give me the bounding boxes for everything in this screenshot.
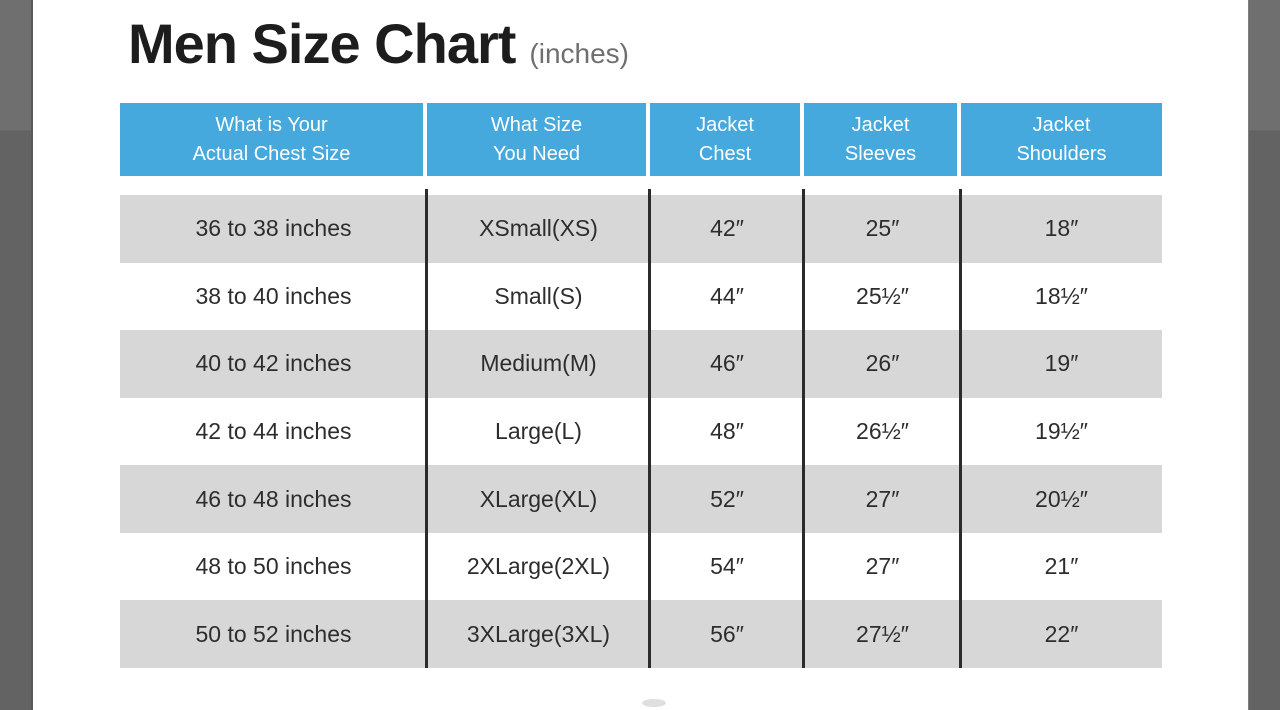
header-cell-size-you-need: What Size You Need (427, 103, 650, 176)
table-cell: Medium(M) (480, 350, 597, 377)
bottom-edge-artifact (642, 699, 666, 707)
table-cell: 25″ (865, 215, 900, 242)
header-label-line: What is Your (215, 113, 328, 136)
header-label-line: Jacket (851, 113, 910, 136)
column-divider (802, 189, 805, 668)
header-label-line: Chest (698, 142, 752, 165)
column-divider (648, 189, 651, 668)
table-cell: 27″ (865, 485, 900, 512)
header-cell-jacket-sleeves: Jacket Sleeves (804, 103, 961, 176)
table-cell: XSmall(XS) (479, 215, 598, 242)
table-cell: 36 to 38 inches (195, 215, 352, 242)
right-letterbox-bar (1248, 0, 1280, 710)
header-label-line: Sleeves (844, 142, 917, 165)
header-cell-jacket-chest: Jacket Chest (650, 103, 804, 176)
table-row: 42 to 44 inches Large(L) 48″ 26½″ 19½″ (120, 398, 1162, 466)
header-label-line: Jacket (1032, 113, 1091, 136)
table-cell: 27″ (865, 553, 900, 580)
header-label-line: Jacket (696, 113, 754, 136)
table-row: 48 to 50 inches 2XLarge(2XL) 54″ 27″ 21″ (120, 533, 1162, 601)
table-cell: 46 to 48 inches (195, 485, 352, 512)
table-cell: 18½″ (1035, 282, 1088, 309)
page-title-text: Men Size Chart (128, 12, 516, 75)
left-letterbox-bar (0, 0, 33, 710)
table-cell: 18″ (1044, 215, 1079, 242)
table-cell: 19″ (1044, 350, 1079, 377)
table-cell: 42 to 44 inches (195, 418, 352, 445)
table-cell: 26″ (865, 350, 900, 377)
table-cell: 46″ (710, 350, 744, 377)
table-cell: 19½″ (1035, 418, 1088, 445)
table-cell: 38 to 40 inches (195, 282, 352, 309)
table-cell: 27½″ (856, 620, 909, 647)
table-cell: 48 to 50 inches (195, 553, 352, 580)
table-cell: 56″ (710, 620, 744, 647)
column-divider (959, 189, 962, 668)
table-cell: Small(S) (494, 282, 583, 309)
header-cell-chest-size: What is Your Actual Chest Size (120, 103, 427, 176)
table-cell: XLarge(XL) (479, 485, 598, 512)
table-cell: 3XLarge(3XL) (466, 620, 611, 647)
header-label-line: What Size (490, 113, 583, 136)
table-cell: 22″ (1044, 620, 1079, 647)
table-cell: 21″ (1044, 553, 1079, 580)
header-label-line: Shoulders (1016, 142, 1107, 165)
header-cell-jacket-shoulders: Jacket Shoulders (961, 103, 1162, 176)
table-cell: 2XLarge(2XL) (466, 553, 611, 580)
header-label-line: Actual Chest Size (192, 142, 351, 165)
table-row: 50 to 52 inches 3XLarge(3XL) 56″ 27½″ 22″ (120, 600, 1162, 669)
table-row: 38 to 40 inches Small(S) 44″ 25½″ 18½″ (120, 263, 1162, 331)
table-cell: 48″ (710, 418, 744, 445)
table-row: 46 to 48 inches XLarge(XL) 52″ 27″ 20½″ (120, 465, 1162, 533)
table-cell: 42″ (710, 215, 744, 242)
table-cell: 44″ (710, 282, 744, 309)
table-cell: 20½″ (1035, 485, 1088, 512)
page-title-units: (inches) (529, 38, 629, 69)
table-cell: 26½″ (856, 418, 909, 445)
table-cell: 54″ (710, 553, 744, 580)
size-table-header: What is Your Actual Chest Size What Size Yo… (120, 103, 1162, 176)
table-cell: 40 to 42 inches (195, 350, 352, 377)
table-row: 40 to 42 inches Medium(M) 46″ 26″ 19″ (120, 330, 1162, 398)
size-table-body: 36 to 38 inches XSmall(XS) 42″ 25″ 18″ 38 to … (120, 189, 1162, 669)
table-row: 36 to 38 inches XSmall(XS) 42″ 25″ 18″ (120, 195, 1162, 263)
column-divider (425, 189, 428, 668)
table-cell: 25½″ (856, 282, 909, 309)
table-cell: 52″ (710, 485, 744, 512)
table-cell: Large(L) (495, 418, 582, 445)
table-cell: 50 to 52 inches (195, 620, 352, 647)
page-title: Men Size Chart (inches) (128, 13, 629, 85)
header-label-line: You Need (492, 142, 581, 165)
